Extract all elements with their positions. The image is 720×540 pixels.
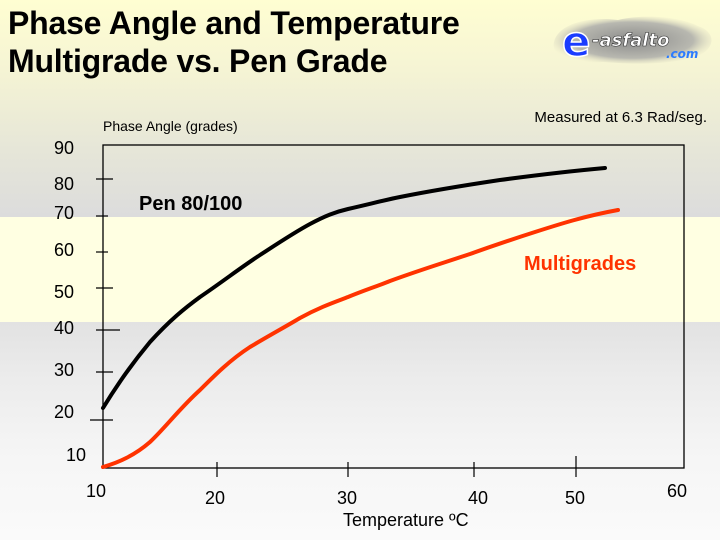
y-axis-label: Phase Angle (grades) xyxy=(103,118,238,134)
y-axis-ticks xyxy=(90,178,120,421)
multigrade-series-label: Multigrades xyxy=(524,253,637,275)
x-tick-50: 50 xyxy=(565,488,586,508)
x-tick-40: 40 xyxy=(468,488,489,508)
e-asfalto-logo: e -asfalto .com xyxy=(548,12,718,70)
y-tick-40: 40 xyxy=(54,318,75,338)
title-line-2: Multigrade vs. Pen Grade xyxy=(8,43,388,79)
x-tick-30: 30 xyxy=(337,488,358,508)
y-tick-50: 50 xyxy=(54,282,75,302)
svg-text:-asfalto: -asfalto xyxy=(592,30,669,51)
x-axis-ticks xyxy=(216,456,577,477)
title-line-1: Phase Angle and Temperature xyxy=(8,5,460,41)
chart-title: Phase Angle and Temperature Multigrade v… xyxy=(8,4,460,80)
plot-frame xyxy=(102,144,685,469)
logo-icon: e -asfalto .com xyxy=(553,16,712,67)
y-tick-80: 80 xyxy=(54,174,75,194)
svg-text:e: e xyxy=(562,17,591,66)
x-tick-20: 20 xyxy=(205,488,226,508)
y-tick-30: 30 xyxy=(54,360,75,380)
y-tick-60: 60 xyxy=(54,240,75,260)
svg-text:.com: .com xyxy=(666,47,698,61)
y-tick-20: 20 xyxy=(54,402,75,422)
y-tick-90: 90 xyxy=(54,138,75,158)
series-multigrade-line xyxy=(101,208,620,469)
pen-series-label: Pen 80/100 xyxy=(139,193,243,215)
measurement-note: Measured at 6.3 Rad/seg. xyxy=(534,109,707,126)
y-tick-70: 70 xyxy=(54,203,75,223)
x-tick-10: 10 xyxy=(86,481,107,501)
series-pen-line xyxy=(101,166,607,410)
x-tick-60: 60 xyxy=(667,481,688,501)
x-axis-label: Temperature ºC xyxy=(343,510,469,530)
y-tick-10: 10 xyxy=(66,445,87,465)
